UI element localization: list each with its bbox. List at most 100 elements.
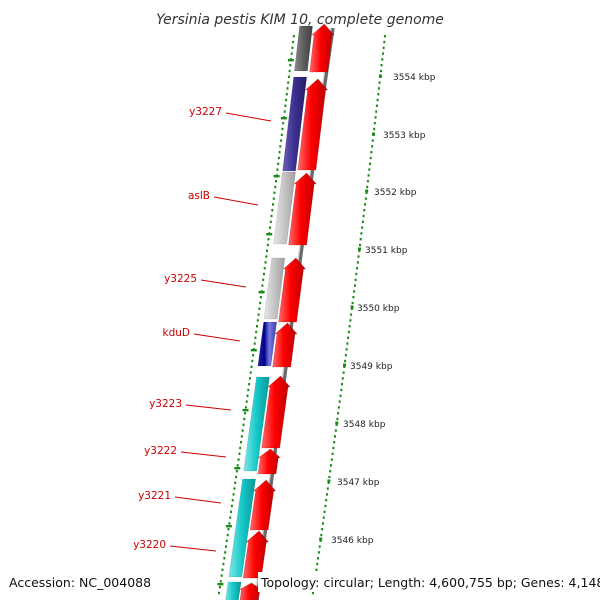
gene-block-reverse-upstream[interactable] <box>294 25 313 72</box>
forward-gene-arrow-7[interactable] <box>257 448 282 475</box>
outer-ring-dot <box>362 214 365 218</box>
inner-ring-dot <box>253 342 256 345</box>
gene-label-y3222[interactable]: y3222 <box>144 445 177 457</box>
outer-ring-dot <box>365 191 368 194</box>
outer-ring-dot <box>377 93 380 96</box>
leader-line-3 <box>200 279 247 288</box>
kbp-major-tick <box>327 479 331 483</box>
inner-major-tick <box>234 467 241 470</box>
outer-ring-dot <box>328 475 331 479</box>
outer-ring-dot <box>344 359 347 363</box>
outer-ring-dot <box>347 330 350 334</box>
gene-label-aslb[interactable]: aslB <box>188 190 210 202</box>
outer-ring-dot <box>354 278 357 281</box>
kbp-major-tick <box>378 74 382 78</box>
inner-major-tick <box>250 349 257 352</box>
inner-ring-dot <box>241 429 244 432</box>
inner-ring-dot <box>223 557 226 560</box>
inner-ring-dot <box>259 296 262 299</box>
gene-block-aslb[interactable] <box>273 171 296 245</box>
outer-ring-dot <box>331 452 334 455</box>
inner-ring-dot <box>286 87 289 90</box>
tick-label-3552: 3552 kbp <box>374 188 417 198</box>
forward-gene-arrow-5[interactable] <box>272 322 298 368</box>
outer-ring-dot <box>371 139 374 142</box>
outer-ring-dot <box>350 313 353 316</box>
inner-ring-dot <box>226 533 229 537</box>
outer-ring-dot <box>327 481 330 484</box>
forward-gene-arrow-6[interactable] <box>261 375 291 449</box>
inner-ring-dot <box>242 423 245 426</box>
inner-ring-dot <box>227 528 230 531</box>
gene-label-y3223[interactable]: y3223 <box>149 398 182 410</box>
inner-ring-dot <box>232 493 235 496</box>
gene-block-y3223-y3222[interactable] <box>243 376 270 472</box>
outer-ring-dot <box>364 197 367 200</box>
outer-ring-dot <box>375 104 378 107</box>
leader-line-4 <box>193 333 241 342</box>
outer-ring-dot <box>342 371 345 374</box>
forward-gene-arrow-9[interactable] <box>242 530 270 579</box>
forward-gene-arrow-1[interactable] <box>309 23 335 73</box>
inner-ring-dot <box>283 110 286 113</box>
gene-label-y3220[interactable]: y3220 <box>133 539 166 551</box>
inner-ring-dot <box>230 510 232 513</box>
forward-gene-arrow-3[interactable] <box>288 172 317 246</box>
inner-ring-dot <box>252 354 255 357</box>
outer-ring-dot <box>377 87 380 90</box>
inner-ring-dot <box>292 35 295 38</box>
outer-ring-dot <box>369 162 371 165</box>
kbp-major-tick <box>358 247 361 251</box>
tick-label-3554: 3554 kbp <box>393 73 436 83</box>
outer-ring-dot <box>371 145 374 148</box>
inner-ring-dot <box>220 574 223 577</box>
inner-ring-dot <box>235 475 238 479</box>
outer-ring-dot <box>351 301 354 305</box>
outer-ring-dot <box>350 307 353 310</box>
outer-ring-dot <box>329 470 332 473</box>
inner-ring-dot <box>218 591 221 595</box>
outer-ring-dot <box>315 568 318 571</box>
inner-ring-dot <box>237 458 240 461</box>
inner-dot-ring <box>217 35 295 595</box>
gene-label-y3225[interactable]: y3225 <box>164 273 197 285</box>
outer-ring-dot <box>366 180 369 183</box>
gene-block-y3227[interactable] <box>282 76 308 172</box>
kbp-tick-labels: 3554 kbp 3553 kbp 3552 kbp 3551 kbp 3550… <box>331 73 436 546</box>
outer-ring-dot <box>348 325 351 328</box>
gene-label-y3221[interactable]: y3221 <box>138 490 171 502</box>
forward-gene-arrow-2[interactable] <box>297 78 329 171</box>
inner-ring-dot <box>239 446 242 450</box>
forward-gene-arrow-8[interactable] <box>249 479 277 531</box>
gene-label-y3227[interactable]: y3227 <box>189 106 222 118</box>
inner-ring-dot <box>280 133 283 136</box>
outer-ring-dot <box>380 69 382 73</box>
tick-label-3551: 3551 kbp <box>365 246 408 256</box>
outer-ring-dot <box>347 336 350 339</box>
gene-block-reverse-downstream[interactable] <box>225 581 242 600</box>
inner-ring-dot <box>221 568 224 571</box>
outer-ring-dot <box>337 412 340 415</box>
gene-block-y3221-y3220[interactable] <box>228 478 256 578</box>
gene-block-kdud[interactable] <box>257 321 278 367</box>
forward-gene-arrow-4[interactable] <box>278 257 307 323</box>
gene-label-kdud[interactable]: kduD <box>163 327 191 339</box>
outer-ring-dot <box>317 557 319 560</box>
inner-ring-dot <box>248 383 251 386</box>
inner-ring-dot <box>270 214 273 218</box>
outer-ring-dot <box>332 446 335 450</box>
inner-ring-dot <box>218 586 221 589</box>
outer-ring-dot <box>381 58 384 61</box>
outer-ring-dot <box>352 296 355 299</box>
inner-ring-dot <box>264 261 267 264</box>
outer-ring-dot <box>367 174 370 177</box>
inner-ring-dot <box>245 400 248 403</box>
outer-ring-dot <box>357 255 360 258</box>
inner-ring-dot <box>256 325 258 328</box>
inner-ring-dot <box>266 243 269 247</box>
outer-ring-dot <box>318 545 321 548</box>
gene-block-y3225[interactable] <box>263 257 286 320</box>
inner-ring-dot <box>244 406 247 409</box>
inner-ring-dot <box>273 191 276 194</box>
inner-ring-dot <box>274 185 277 189</box>
